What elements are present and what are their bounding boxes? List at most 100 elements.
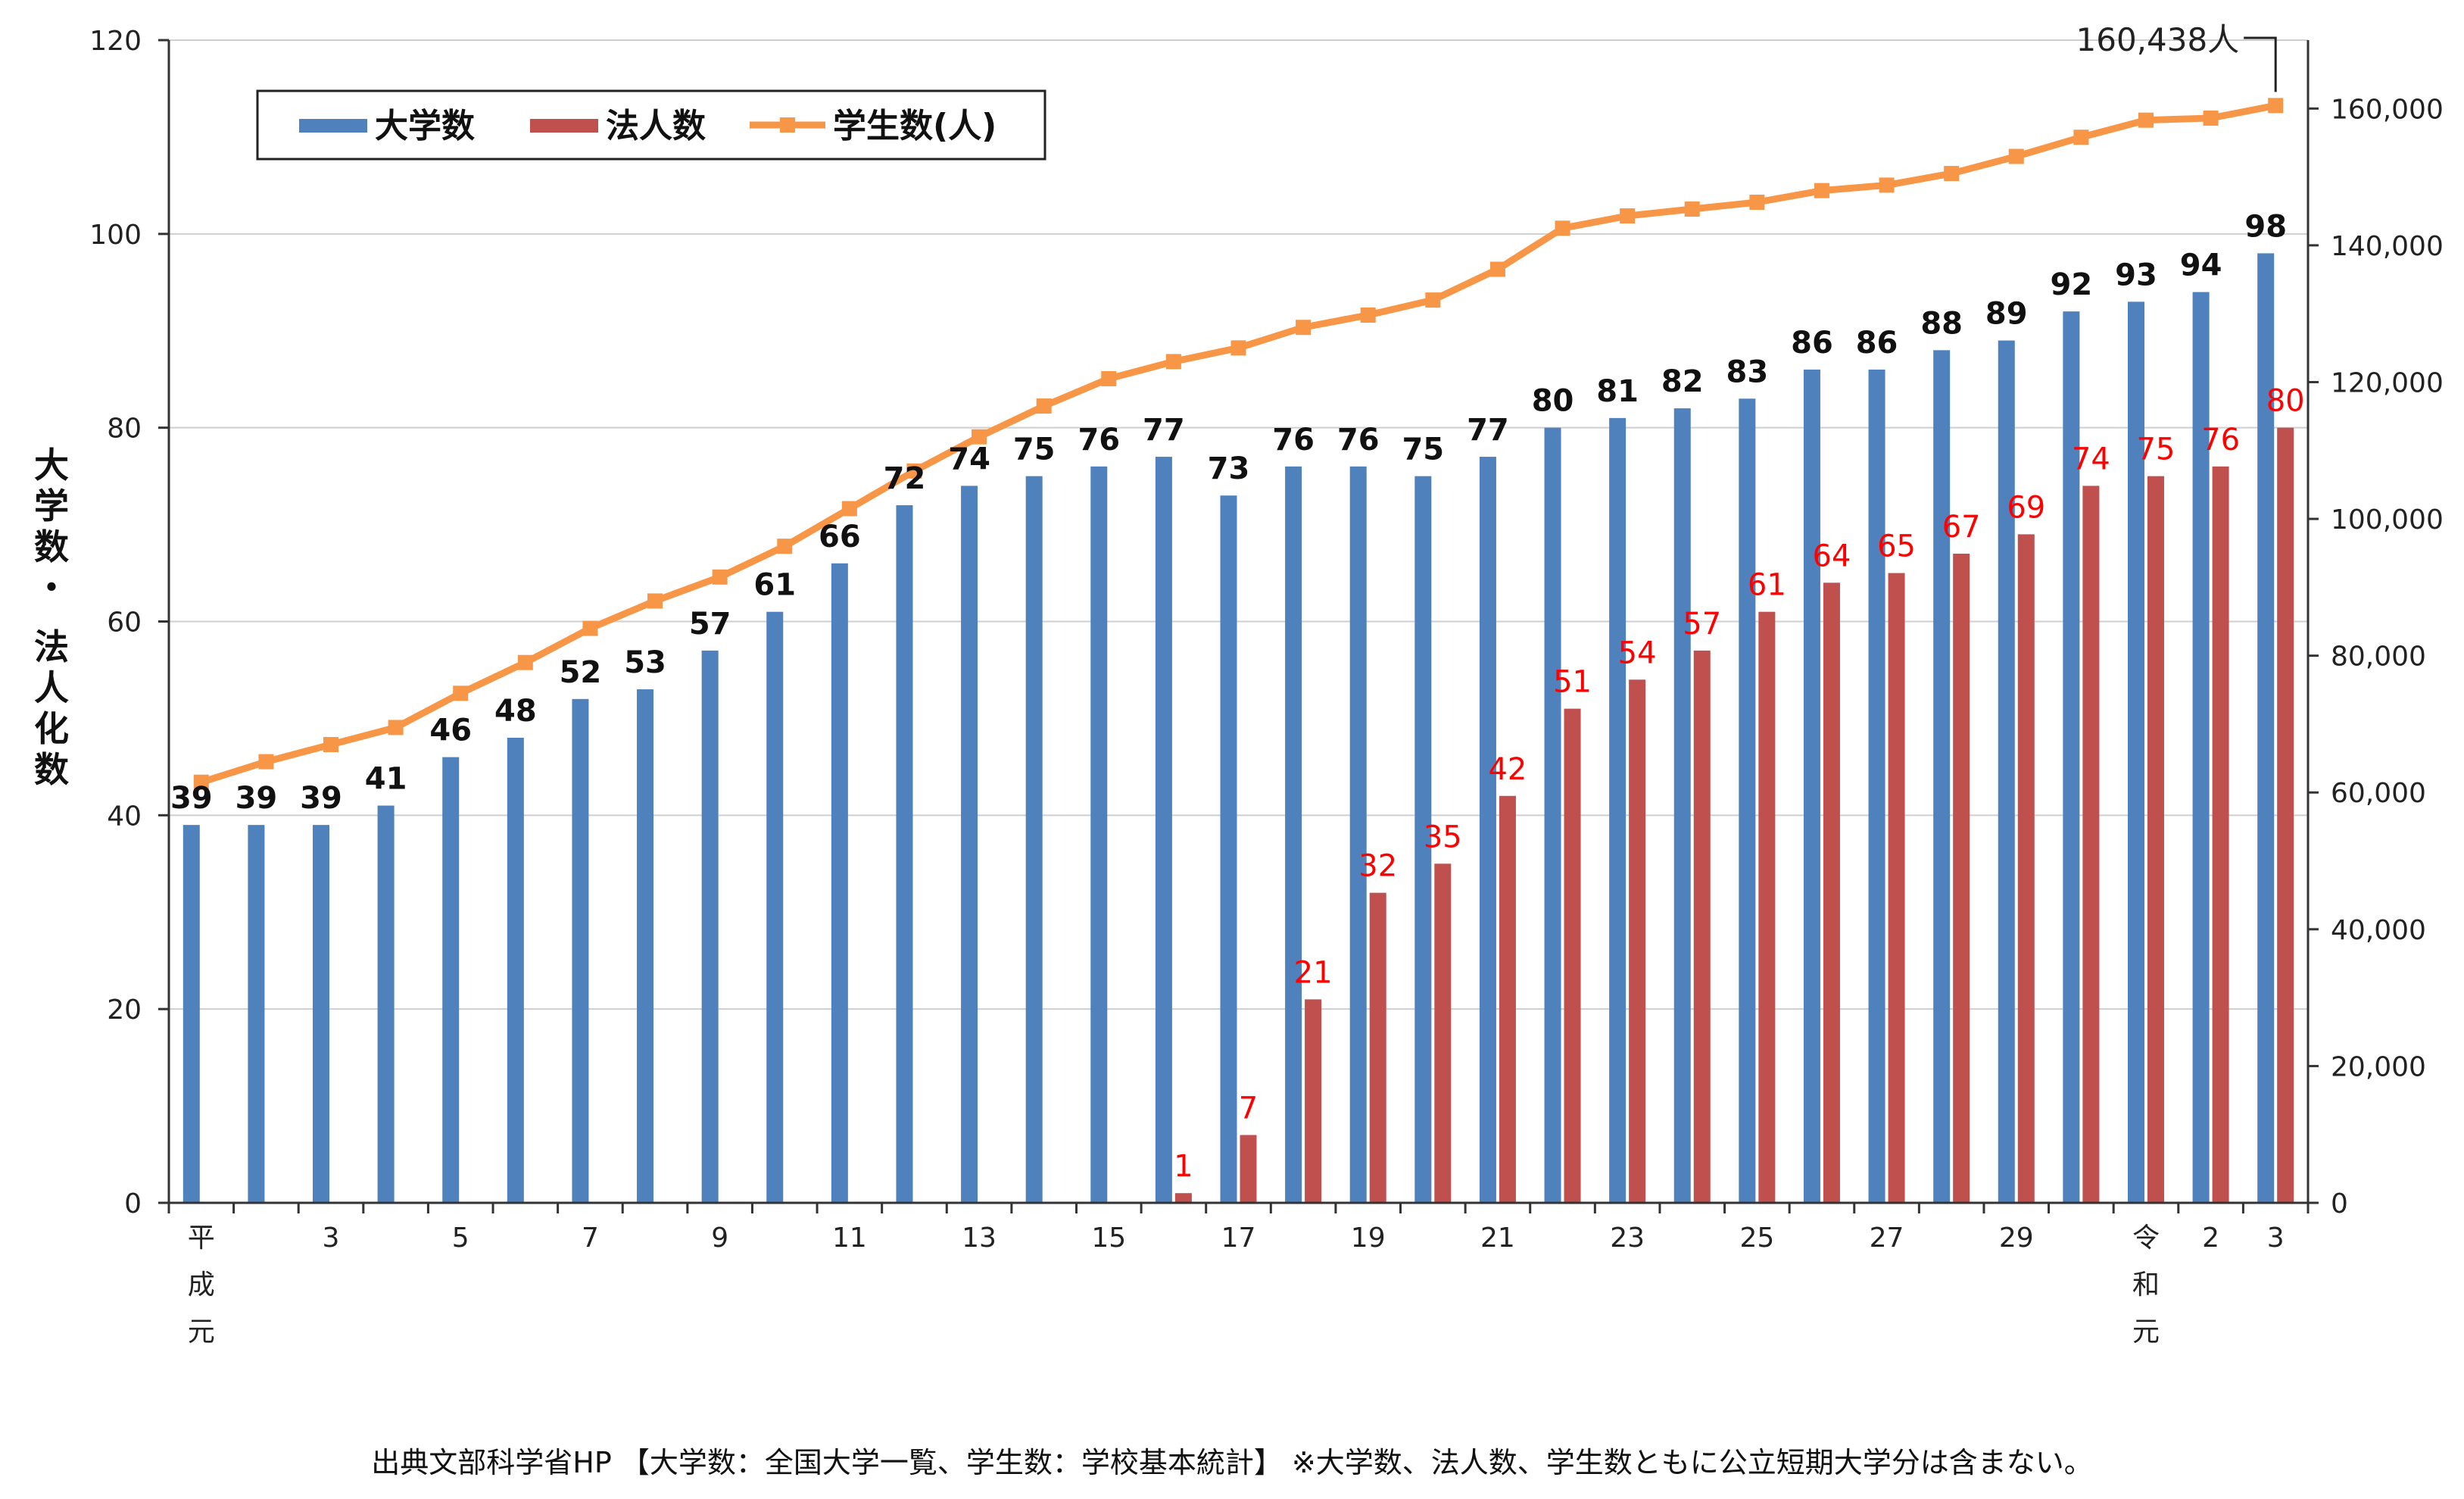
bar-label-universities: 76 (1272, 423, 1315, 458)
bar-label-universities: 53 (624, 645, 666, 680)
bar-label-universities: 80 (1532, 384, 1574, 419)
bar-corporations (2017, 534, 2035, 1203)
bar-label-corporations: 42 (1488, 752, 1527, 787)
legend-swatch (299, 119, 367, 133)
student-marker (1814, 183, 1829, 198)
y-left-title-char: 学 (34, 486, 69, 526)
student-marker (517, 654, 533, 670)
data-labels: 39 39 39 41 46 48 52 53 57 61 66 72 74 75 76 77 1 73 7 76 21… (170, 209, 2305, 1184)
student-marker (582, 620, 598, 636)
bar-corporations (1369, 892, 1386, 1203)
bar-label-universities: 41 (365, 762, 407, 797)
bar-universities (896, 505, 913, 1203)
student-marker (712, 569, 728, 585)
bar-universities (1479, 457, 1496, 1203)
bar-corporations (1823, 582, 1840, 1203)
x-tick-label: 25 (1739, 1223, 1774, 1254)
student-marker (841, 501, 857, 517)
bar-universities (2257, 253, 2275, 1204)
bars (182, 253, 2294, 1204)
bar-label-corporations: 32 (1358, 849, 1397, 884)
left-tick-label: 120 (89, 26, 142, 57)
x-tick-label: 成 (188, 1269, 215, 1301)
student-marker (1620, 208, 1636, 224)
bar-corporations (1758, 611, 1776, 1203)
legend-marker (780, 117, 795, 133)
bar-universities (1544, 427, 1561, 1203)
bar-label-corporations: 64 (1813, 539, 1851, 573)
student-marker (1684, 201, 1700, 217)
bar-universities (248, 825, 265, 1203)
bar-corporations (1174, 1193, 1192, 1203)
legend-swatch (530, 119, 598, 133)
bar-universities (1025, 476, 1043, 1203)
student-marker (777, 539, 793, 554)
student-marker (972, 429, 987, 445)
bar-label-universities: 39 (170, 781, 213, 816)
right-tick-label: 140,000 (2331, 231, 2444, 262)
student-marker (1036, 398, 1052, 414)
student-marker (2138, 112, 2154, 128)
x-tick-label: 元 (188, 1316, 215, 1348)
bar-universities (1868, 369, 1885, 1204)
bar-label-universities: 94 (2180, 248, 2222, 283)
legend-label: 法人数 (606, 107, 706, 145)
bar-universities (1414, 476, 1432, 1203)
student-marker (1101, 370, 1117, 386)
bar-universities (442, 757, 460, 1203)
bar-label-universities: 82 (1661, 364, 1704, 399)
student-marker (1944, 166, 1960, 182)
bar-universities (701, 650, 719, 1203)
bar-label-corporations: 76 (2201, 423, 2240, 458)
student-marker (2268, 98, 2284, 114)
bar-corporations (1953, 553, 1970, 1203)
student-marker (193, 774, 209, 790)
bar-label-corporations: 74 (2072, 442, 2110, 476)
bar-universities (2063, 311, 2080, 1204)
bar-label-universities: 93 (2115, 258, 2157, 292)
bar-label-universities: 92 (2051, 267, 2093, 302)
y-left-title-char: 法 (34, 626, 69, 667)
student-marker (647, 593, 663, 609)
axes: 0 20 40 60 80 100 120 0 20,000 40,000 60,000 80,000… (34, 26, 2444, 1348)
x-tick-label: 和 (2132, 1269, 2160, 1301)
bar-corporations (1240, 1135, 1257, 1203)
x-tick-label: 21 (1480, 1223, 1515, 1254)
bar-label-universities: 72 (884, 461, 926, 496)
legend-label: 学生数(人) (833, 107, 997, 145)
bar-label-corporations: 67 (1942, 510, 1981, 545)
student-marker (1296, 320, 1312, 336)
bar-label-universities: 98 (2244, 209, 2287, 244)
bar-label-universities: 83 (1726, 354, 1769, 389)
bar-corporations (1564, 708, 1581, 1203)
student-marker (258, 754, 274, 770)
bar-universities (182, 825, 200, 1203)
left-tick-label: 60 (107, 607, 142, 639)
bar-corporations (1499, 795, 1516, 1203)
bar-corporations (1693, 650, 1711, 1203)
annotation-label: 160,438人 (2076, 21, 2240, 58)
bar-label-universities: 75 (1402, 433, 1444, 467)
bar-label-universities: 86 (1856, 326, 1898, 361)
x-tick-label: 9 (711, 1223, 728, 1254)
bar-label-universities: 52 (560, 655, 602, 690)
bar-label-corporations: 21 (1294, 955, 1333, 990)
y-left-title-char: ・ (34, 567, 69, 608)
bar-corporations (2277, 427, 2294, 1203)
bar-label-universities: 77 (1143, 413, 1185, 448)
bar-universities (313, 825, 330, 1203)
bar-universities (1998, 340, 2015, 1204)
bar-label-universities: 73 (1208, 451, 1250, 486)
x-tick-label: 29 (1999, 1223, 2034, 1254)
left-tick-label: 40 (107, 801, 142, 832)
bar-label-universities: 39 (235, 781, 278, 816)
bar-universities (1739, 398, 1756, 1203)
bar-universities (1609, 417, 1627, 1203)
bar-label-universities: 76 (1078, 423, 1120, 458)
bar-universities (1673, 408, 1691, 1204)
right-tick-label: 120,000 (2331, 367, 2444, 398)
student-marker (2008, 148, 2024, 164)
x-tick-label: 19 (1351, 1223, 1386, 1254)
bar-universities (1090, 466, 1108, 1203)
